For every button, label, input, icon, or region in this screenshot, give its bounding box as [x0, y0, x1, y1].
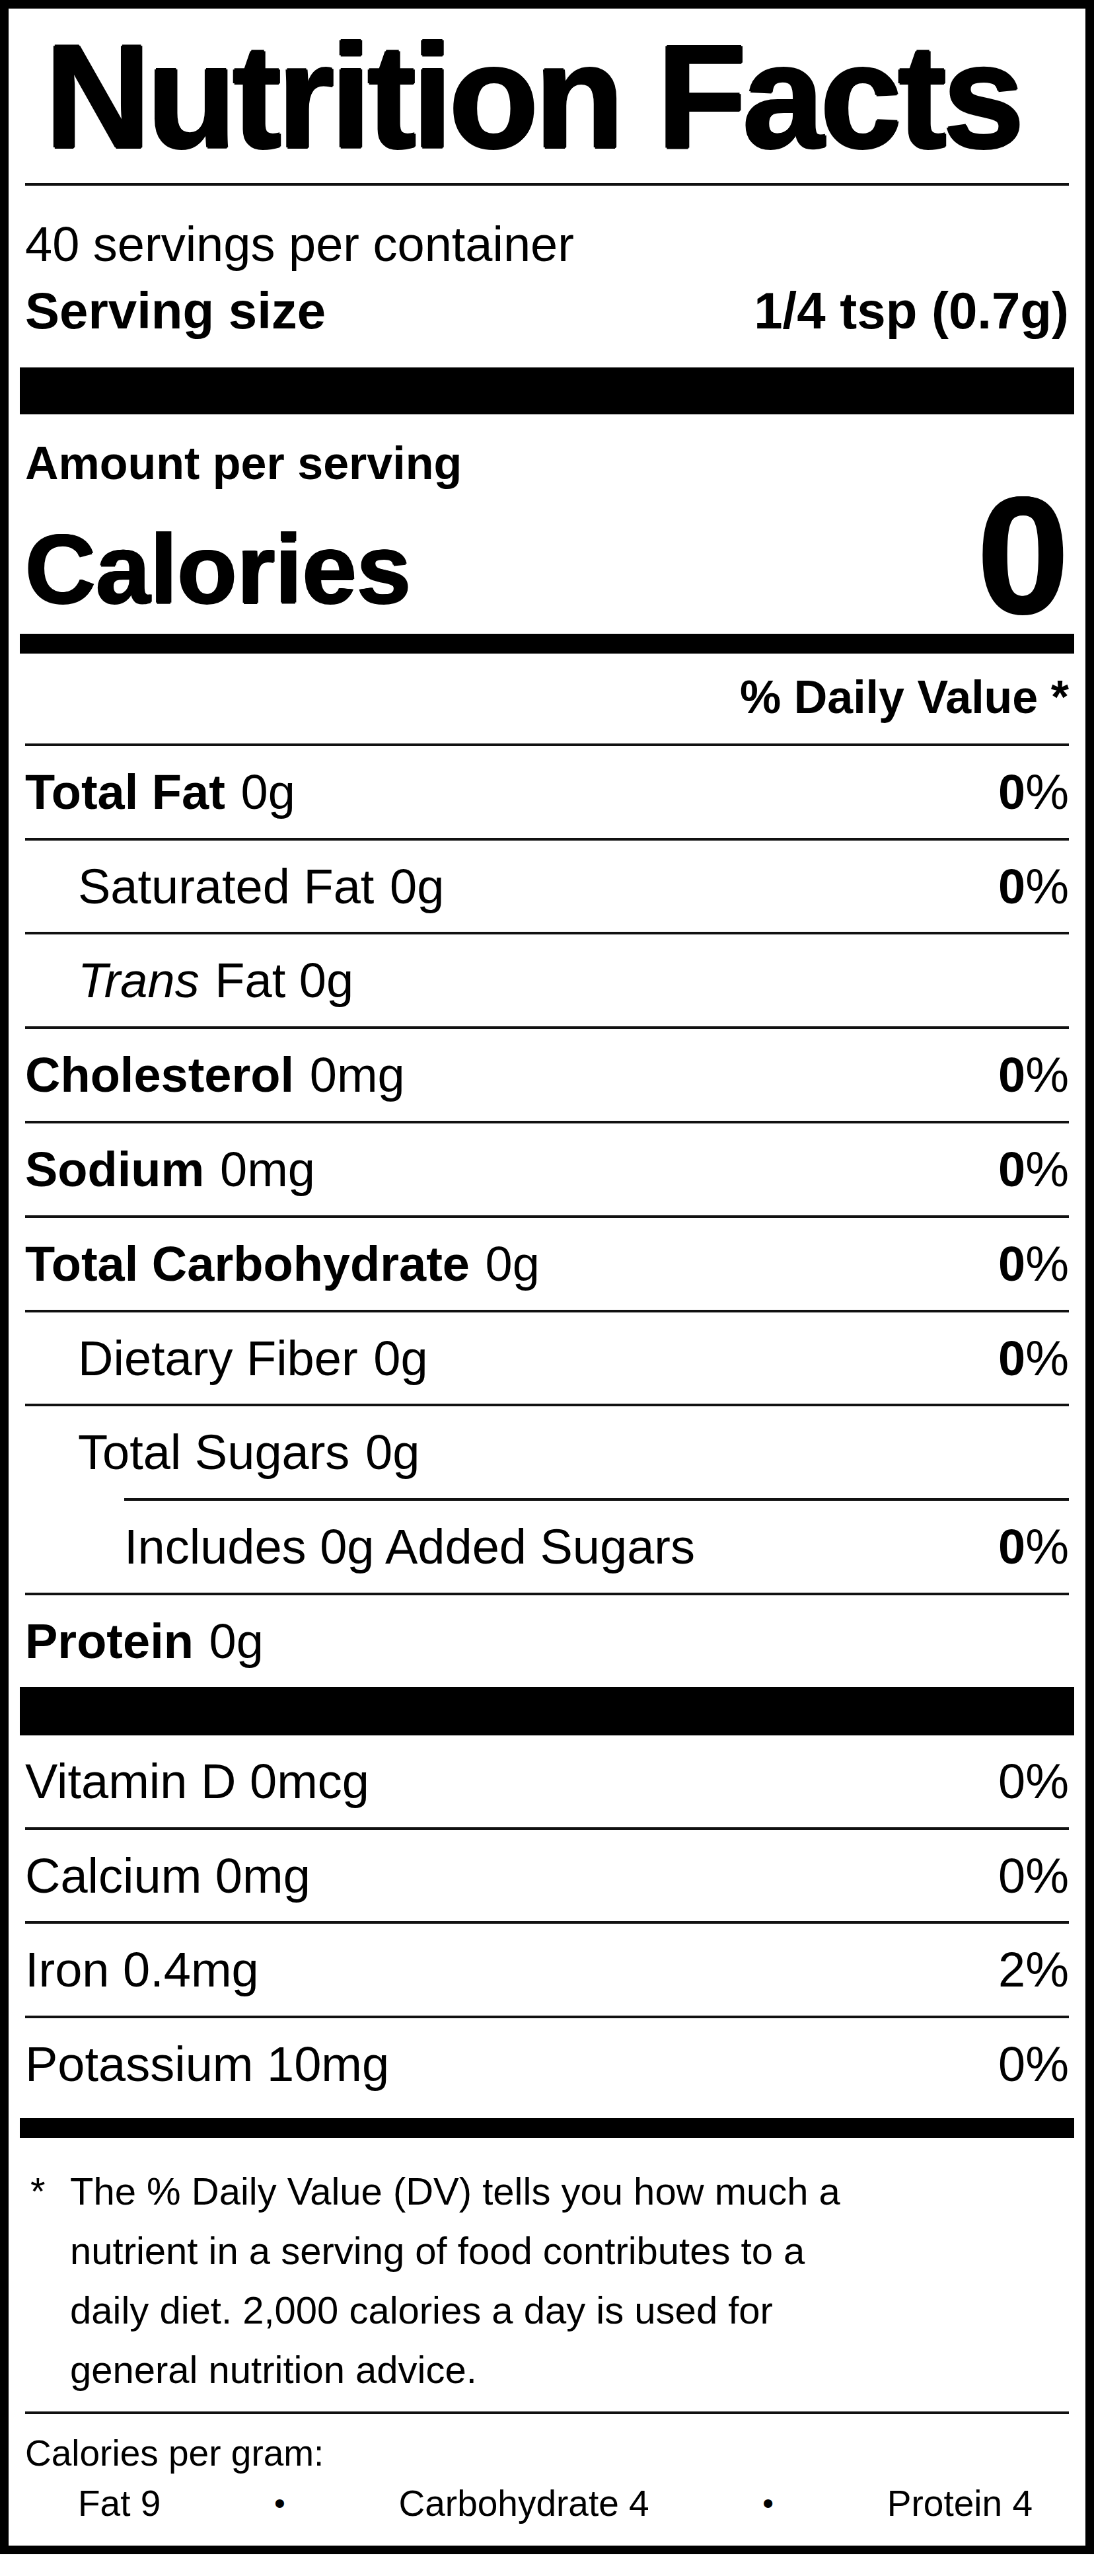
nutrient-amount: 0g	[365, 1425, 419, 1480]
calories-per-gram-heading: Calories per gram:	[25, 2431, 1069, 2475]
nutrient-name: Total Carbohydrate0g	[25, 1235, 540, 1294]
nutrient-amount: 0g	[486, 1236, 540, 1291]
nutrient-name: Sodium0mg	[25, 1141, 315, 1199]
row-sodium: Sodium0mg 0%	[25, 1123, 1069, 1215]
daily-value-percent: 0%	[998, 763, 1069, 822]
row-total-sugars: Total Sugars0g	[25, 1406, 1069, 1498]
medium-divider-calories	[20, 634, 1074, 654]
nutrient-name: Includes 0g Added Sugars	[124, 1518, 695, 1577]
calories-label: Calories	[25, 520, 411, 618]
calories-row: Calories 0	[25, 494, 1069, 618]
footnote: * The % Daily Value (DV) tells you how m…	[25, 2162, 1069, 2400]
percent-sign: %	[1025, 1236, 1069, 1291]
daily-value-percent: 0%	[998, 858, 1069, 917]
nutrient-name: Protein0g	[25, 1612, 264, 1671]
cpg-carbohydrate: Carbohydrate 4	[399, 2481, 649, 2525]
row-calcium: Calcium 0mg 0%	[25, 1830, 1069, 1922]
nutrient-name: Calcium 0mg	[25, 1847, 310, 1906]
medium-divider-footnote	[20, 2118, 1074, 2138]
daily-value-percent: 0%	[998, 2035, 1069, 2094]
row-total-carbohydrate: Total Carbohydrate0g 0%	[25, 1218, 1069, 1310]
percent-sign: %	[1025, 859, 1069, 914]
row-iron: Iron 0.4mg 2%	[25, 1924, 1069, 2016]
thick-divider-top	[20, 367, 1074, 414]
row-vitamin-d: Vitamin D 0mcg 0%	[25, 1735, 1069, 1827]
nutrient-name: Cholesterol0mg	[25, 1046, 405, 1105]
daily-value-percent: 0%	[998, 1753, 1069, 1811]
daily-value-percent: 0%	[998, 1330, 1069, 1388]
cpg-fat: Fat 9	[78, 2481, 161, 2525]
amount-per-serving-label: Amount per serving	[25, 437, 1069, 490]
footnote-text: The % Daily Value (DV) tells you how muc…	[70, 2162, 1069, 2400]
serving-size-value: 1/4 tsp (0.7g)	[754, 282, 1069, 341]
row-protein: Protein0g	[25, 1595, 1069, 1687]
bullet-icon: •	[274, 2484, 285, 2522]
servings-per-container: 40 servings per container	[25, 216, 1069, 272]
nutrient-amount: 0mg	[310, 1047, 405, 1102]
nutrient-amount: 0mg	[220, 1142, 315, 1197]
nutrient-amount: 0g	[241, 765, 295, 819]
nutrient-name: Total Fat0g	[25, 763, 295, 822]
daily-value-percent: 0%	[998, 1046, 1069, 1105]
footnote-asterisk: *	[25, 2162, 70, 2400]
divider-under-title	[25, 183, 1069, 186]
daily-value-header: % Daily Value *	[25, 669, 1069, 743]
nutrient-name: Iron 0.4mg	[25, 1941, 259, 2000]
row-cholesterol: Cholesterol0mg 0%	[25, 1029, 1069, 1121]
nutrient-name: Vitamin D 0mcg	[25, 1753, 369, 1811]
row-potassium: Potassium 10mg 0%	[25, 2018, 1069, 2110]
nutrient-amount: 0g	[373, 1331, 427, 1386]
row-total-fat: Total Fat0g 0%	[25, 746, 1069, 838]
daily-value-percent: 2%	[998, 1941, 1069, 2000]
row-trans-fat: TransFat 0g	[25, 934, 1069, 1026]
percent-sign: %	[1025, 765, 1069, 819]
page-title: Nutrition Facts	[45, 23, 1069, 170]
nutrient-name: Potassium 10mg	[25, 2035, 389, 2094]
nutrient-name: Total Sugars0g	[78, 1423, 419, 1482]
divider-above-calories-per-gram	[25, 2411, 1069, 2414]
daily-value-percent: 0%	[998, 1141, 1069, 1199]
percent-sign: %	[1025, 1142, 1069, 1197]
calories-per-gram-row: Fat 9 • Carbohydrate 4 • Protein 4	[25, 2481, 1069, 2525]
percent-sign: %	[1025, 1519, 1069, 1574]
daily-value-percent: 0%	[998, 1235, 1069, 1294]
nutrient-name: Saturated Fat0g	[78, 858, 444, 917]
daily-value-percent: 0%	[998, 1518, 1069, 1577]
row-saturated-fat: Saturated Fat0g 0%	[25, 841, 1069, 932]
row-dietary-fiber: Dietary Fiber0g 0%	[25, 1312, 1069, 1404]
bullet-icon: •	[762, 2484, 774, 2522]
cpg-protein: Protein 4	[887, 2481, 1033, 2525]
trans-italic: Trans	[78, 953, 200, 1008]
serving-size-label: Serving size	[25, 282, 326, 341]
nutrient-amount: 0g	[390, 859, 444, 914]
nutrient-amount: 0g	[209, 1614, 264, 1669]
nutrition-facts-label: Nutrition Facts 40 servings per containe…	[0, 0, 1094, 2554]
percent-sign: %	[1025, 1331, 1069, 1386]
nutrient-name: TransFat 0g	[78, 952, 353, 1010]
percent-sign: %	[1025, 1047, 1069, 1102]
nutrient-name: Dietary Fiber0g	[78, 1330, 428, 1388]
serving-size-row: Serving size 1/4 tsp (0.7g)	[25, 282, 1069, 341]
calories-value: 0	[977, 494, 1069, 618]
thick-divider-vitamins	[20, 1687, 1074, 1735]
daily-value-percent: 0%	[998, 1847, 1069, 1906]
row-added-sugars: Includes 0g Added Sugars 0%	[25, 1501, 1069, 1593]
